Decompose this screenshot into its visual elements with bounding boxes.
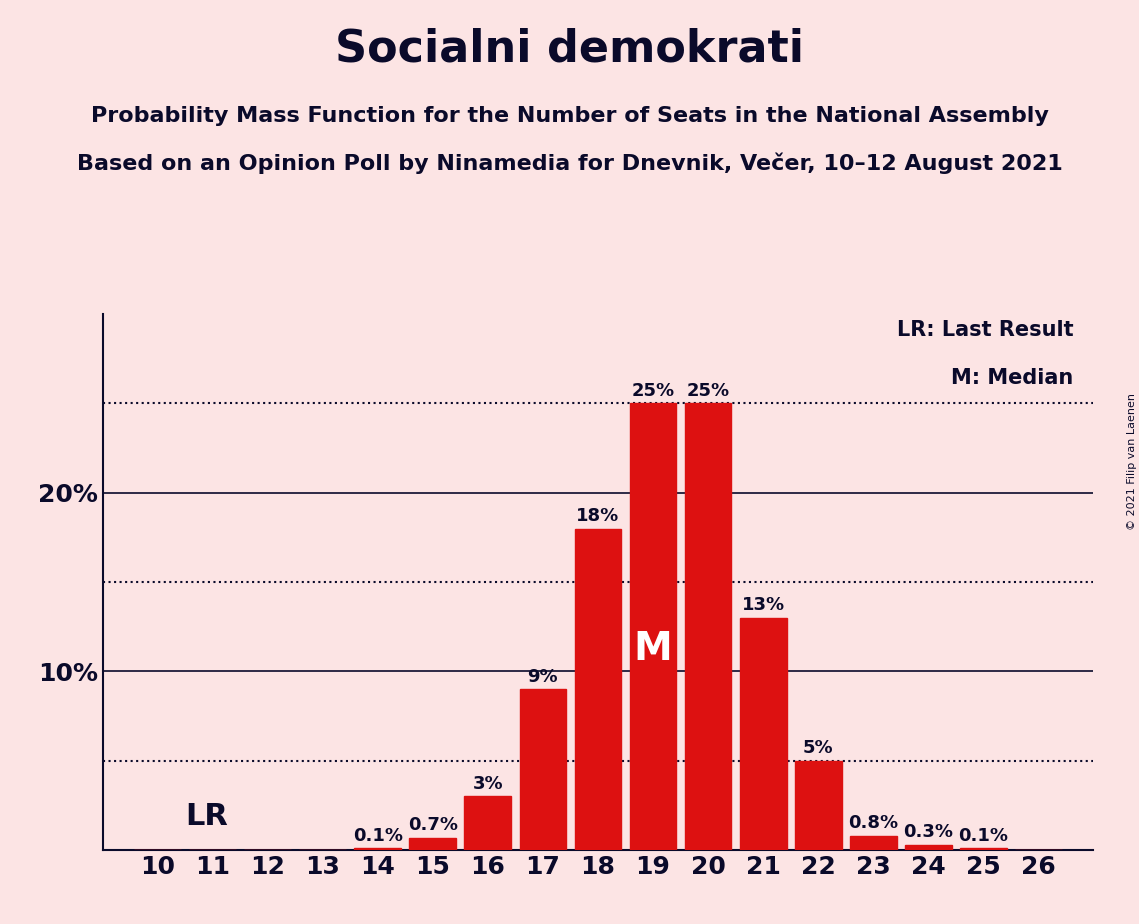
Bar: [960, 848, 1007, 850]
Text: 13%: 13%: [741, 596, 785, 614]
Text: 0.8%: 0.8%: [849, 814, 899, 833]
Bar: [739, 618, 787, 850]
Text: 9%: 9%: [527, 668, 558, 686]
Text: Based on an Opinion Poll by Ninamedia for Dnevnik, Večer, 10–12 August 2021: Based on an Opinion Poll by Ninamedia fo…: [76, 152, 1063, 174]
Text: 25%: 25%: [687, 382, 730, 400]
Bar: [354, 848, 401, 850]
Text: LR: Last Result: LR: Last Result: [898, 320, 1074, 339]
Text: M: Median: M: Median: [951, 368, 1074, 388]
Bar: [850, 836, 896, 850]
Text: 18%: 18%: [576, 507, 620, 525]
Text: 3%: 3%: [473, 775, 503, 793]
Bar: [630, 404, 677, 850]
Text: 0.1%: 0.1%: [353, 827, 403, 845]
Bar: [904, 845, 952, 850]
Text: 0.1%: 0.1%: [958, 827, 1008, 845]
Text: 0.3%: 0.3%: [903, 823, 953, 841]
Text: Socialni demokrati: Socialni demokrati: [335, 28, 804, 71]
Bar: [465, 796, 511, 850]
Text: 25%: 25%: [631, 382, 674, 400]
Bar: [795, 760, 842, 850]
Text: © 2021 Filip van Laenen: © 2021 Filip van Laenen: [1126, 394, 1137, 530]
Bar: [685, 404, 731, 850]
Text: LR: LR: [185, 802, 228, 831]
Text: M: M: [633, 630, 672, 668]
Text: 5%: 5%: [803, 739, 834, 757]
Bar: [519, 689, 566, 850]
Text: 0.7%: 0.7%: [408, 816, 458, 834]
Text: Probability Mass Function for the Number of Seats in the National Assembly: Probability Mass Function for the Number…: [91, 106, 1048, 127]
Bar: [409, 837, 457, 850]
Bar: [574, 529, 622, 850]
